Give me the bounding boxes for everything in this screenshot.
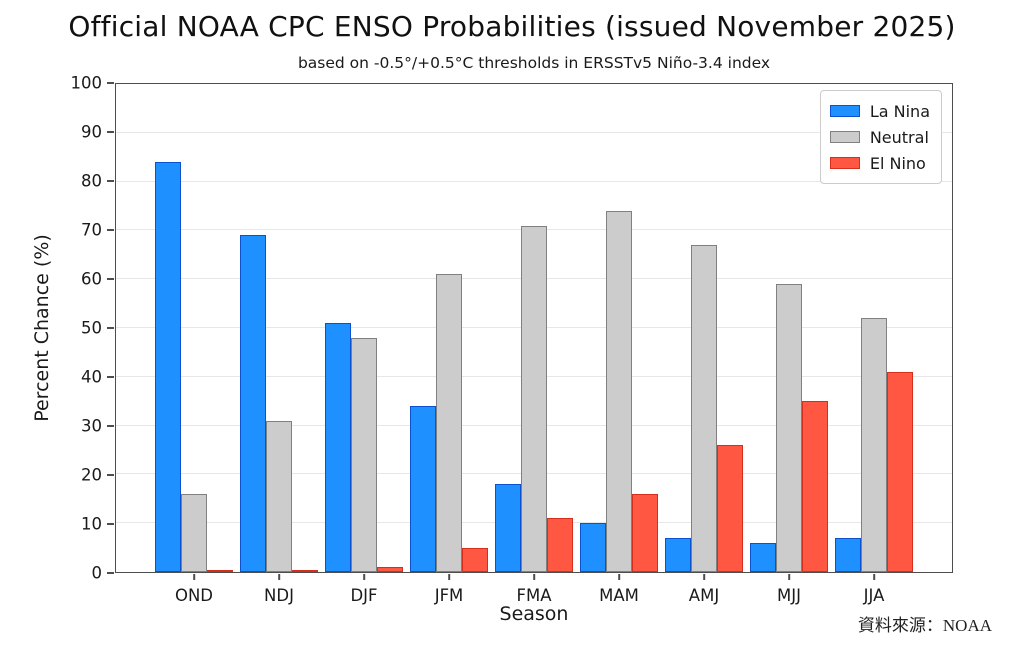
- bar-group-fma: FMA: [494, 84, 574, 605]
- legend-swatch-neutral: [829, 131, 860, 143]
- gridline-90: [116, 131, 952, 133]
- y-tick-label-80: 80: [81, 171, 102, 191]
- legend-item-el-nino: El Nino: [829, 150, 930, 176]
- legend-swatch-el-nino: [829, 157, 860, 169]
- x-tick-label-mjj: MJJ: [777, 586, 801, 605]
- y-tick-label-100: 100: [70, 73, 103, 93]
- bar-neutral-jja: [861, 318, 887, 572]
- bar-el-nino-mjj: [802, 401, 828, 572]
- x-tick-mark-mam: [618, 574, 620, 580]
- bar-la-nina-ond: [155, 162, 181, 572]
- y-tick-label-90: 90: [81, 122, 102, 142]
- x-tick-mark-amj: [703, 574, 705, 580]
- bar-neutral-amj: [691, 245, 717, 572]
- bar-group-ndj: NDJ: [239, 84, 319, 605]
- chart-title: Official NOAA CPC ENSO Probabilities (is…: [68, 10, 956, 43]
- y-tick-mark-100: [107, 82, 114, 84]
- bar-group-mam: MAM: [579, 84, 659, 605]
- bar-neutral-ond: [181, 493, 207, 572]
- y-tick-label-70: 70: [81, 220, 102, 240]
- bar-neutral-fma: [521, 225, 547, 572]
- bar-el-nino-fma: [547, 518, 573, 572]
- legend-label-el-nino: El Nino: [869, 153, 926, 173]
- plot-area: OND NDJ DJF JFM FMA MAM AMJ MJJ JJA La Nina Neutr…: [115, 83, 953, 605]
- bar-la-nina-amj: [665, 537, 691, 572]
- y-axis-label: Percent Chance (%): [31, 234, 53, 422]
- bar-group-jja: JJA: [834, 84, 914, 605]
- bar-la-nina-jja: [835, 537, 861, 572]
- bar-la-nina-ndj: [240, 235, 266, 572]
- bar-el-nino-ndj: [292, 570, 318, 572]
- y-tick-mark-70: [107, 229, 114, 231]
- y-tick-mark-40: [107, 376, 114, 378]
- x-tick-mark-fma: [533, 574, 535, 580]
- legend-swatch-la-nina: [829, 105, 860, 117]
- y-tick-mark-90: [107, 131, 114, 133]
- y-tick-label-30: 30: [81, 416, 102, 436]
- x-tick-mark-ndj: [278, 574, 280, 580]
- bar-group-ond: OND: [154, 84, 234, 605]
- x-tick-mark-djf: [363, 574, 365, 580]
- gridline-80: [116, 180, 952, 182]
- bar-groups: OND NDJ DJF JFM FMA MAM AMJ MJJ JJA: [116, 84, 952, 605]
- bar-el-nino-ond: [207, 570, 233, 572]
- chart-subtitle: based on -0.5°/+0.5°C thresholds in ERSS…: [297, 54, 771, 72]
- x-tick-label-djf: DJF: [350, 586, 378, 605]
- legend-label-la-nina: La Nina: [869, 101, 930, 121]
- bar-neutral-mjj: [776, 284, 802, 572]
- y-tick-mark-80: [107, 180, 114, 182]
- bar-group-mjj: MJJ: [749, 84, 829, 605]
- x-tick-label-jja: JJA: [863, 586, 885, 605]
- x-tick-label-ndj: NDJ: [264, 586, 294, 605]
- bar-group-jfm: JFM: [409, 84, 489, 605]
- legend-item-neutral: Neutral: [829, 124, 930, 150]
- y-tick-label-50: 50: [81, 318, 102, 338]
- source-note: 資料來源：NOAA: [857, 616, 992, 635]
- y-tick-label-10: 10: [81, 514, 102, 534]
- y-tick-mark-20: [107, 474, 114, 476]
- y-tick-label-60: 60: [81, 269, 102, 289]
- x-axis-label: Season: [499, 603, 569, 625]
- bar-el-nino-mam: [632, 493, 658, 572]
- bar-group-djf: DJF: [324, 84, 404, 605]
- x-tick-label-ond: OND: [174, 586, 214, 605]
- y-tick-label-20: 20: [81, 465, 102, 485]
- bar-neutral-mam: [606, 210, 632, 572]
- bar-la-nina-djf: [325, 323, 351, 572]
- x-tick-label-fma: FMA: [516, 586, 552, 605]
- bar-la-nina-fma: [495, 484, 521, 572]
- bar-la-nina-jfm: [410, 406, 436, 572]
- x-tick-label-jfm: JFM: [434, 586, 464, 605]
- x-tick-label-mam: MAM: [599, 586, 639, 605]
- y-tick-label-0: 0: [91, 563, 103, 583]
- y-tick-mark-60: [107, 278, 114, 280]
- y-tick-mark-0: [107, 572, 114, 574]
- legend-item-la-nina: La Nina: [829, 98, 930, 124]
- y-tick-mark-10: [107, 523, 114, 525]
- legend: La Nina Neutral El Nino: [819, 90, 942, 184]
- x-tick-mark-jfm: [448, 574, 450, 580]
- bar-el-nino-jfm: [462, 547, 488, 572]
- y-tick-mark-30: [107, 425, 114, 427]
- y-tick-label-40: 40: [81, 367, 102, 387]
- x-tick-mark-jja: [873, 574, 875, 580]
- bar-la-nina-mam: [580, 523, 606, 572]
- bar-la-nina-mjj: [750, 542, 776, 572]
- y-tick-mark-50: [107, 327, 114, 329]
- bar-group-amj: AMJ: [664, 84, 744, 605]
- x-tick-mark-mjj: [788, 574, 790, 580]
- bar-neutral-djf: [351, 337, 377, 572]
- bar-el-nino-jja: [887, 371, 913, 572]
- bar-el-nino-amj: [717, 445, 743, 572]
- x-tick-mark-ond: [193, 574, 195, 580]
- bar-el-nino-djf: [377, 567, 403, 572]
- bar-neutral-ndj: [266, 420, 292, 572]
- x-tick-label-amj: AMJ: [688, 586, 720, 605]
- legend-label-neutral: Neutral: [869, 127, 929, 147]
- bar-neutral-jfm: [436, 274, 462, 572]
